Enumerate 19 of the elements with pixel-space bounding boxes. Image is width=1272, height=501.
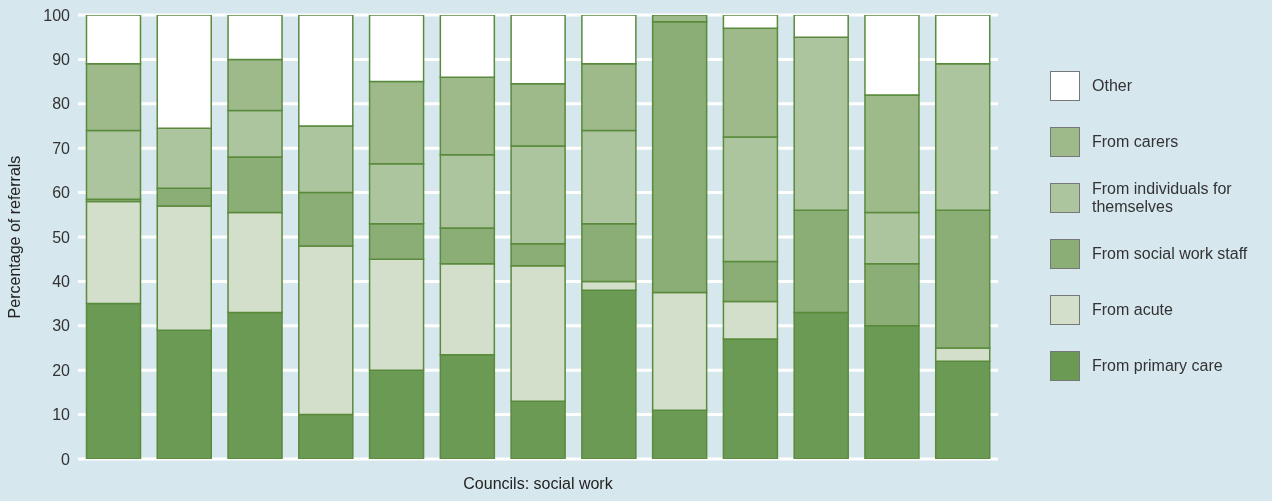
legend-label: Other	[1092, 77, 1133, 95]
y-tick-label: 40	[52, 273, 71, 291]
y-tick-label: 0	[61, 450, 71, 468]
legend-label: From primary care	[1092, 357, 1223, 375]
y-axis-title: Percentage of referrals	[5, 155, 23, 319]
y-tick-label: 80	[52, 95, 71, 113]
y-tick-label: 90	[52, 51, 71, 69]
y-tick-label: 70	[52, 139, 71, 157]
x-axis-title: Councils: social work	[463, 475, 614, 492]
y-tick-label: 30	[52, 317, 71, 335]
legend-label: From carers	[1092, 133, 1179, 151]
legend-label: From individuals for themselves	[1092, 180, 1233, 216]
y-tick-label: 60	[52, 184, 71, 202]
y-tick-label: 10	[52, 406, 71, 424]
legend-label: From social work staff	[1092, 245, 1248, 263]
legend-label: From acute	[1092, 301, 1173, 319]
y-tick-label: 50	[52, 228, 71, 246]
y-tick-label: 100	[43, 6, 71, 24]
y-tick-label: 20	[52, 361, 71, 379]
